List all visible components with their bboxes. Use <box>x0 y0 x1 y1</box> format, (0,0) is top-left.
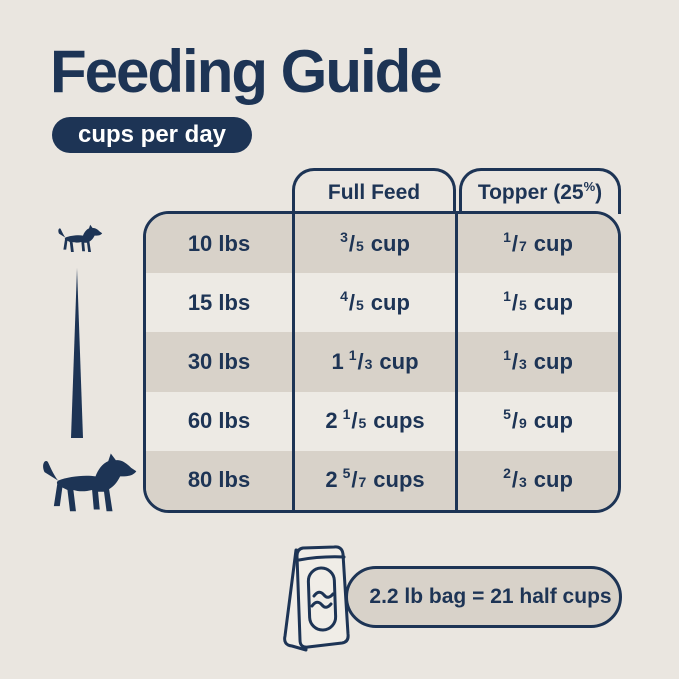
fraction-denominator: 5 <box>356 296 364 313</box>
fraction-denominator: 5 <box>356 237 364 254</box>
topper-cell: 1/5 cup <box>458 273 618 332</box>
amount-unit: cup <box>533 230 573 256</box>
bag-note-text: 2.2 lb bag = 21 half cups <box>369 585 612 608</box>
amount-unit: cup <box>370 289 410 315</box>
fraction-numerator: 1 <box>348 347 357 363</box>
amount-unit: cup <box>533 349 573 374</box>
bag-note-pill: 2.2 lb bag = 21 half cups <box>345 566 622 628</box>
column-header-topper: Topper (25%) <box>459 168 621 214</box>
fraction-denominator: 3 <box>519 356 527 372</box>
size-increase-triangle-icon <box>71 268 83 438</box>
topper-percent-sign: % <box>583 179 596 194</box>
full-feed-cell: 1 1/3 cup <box>295 332 458 392</box>
amount-unit: cup <box>533 408 573 434</box>
amount-unit: cup <box>379 349 419 374</box>
amount-unit: cups <box>373 467 425 493</box>
topper-label-suffix: ) <box>595 180 603 204</box>
weight-cell: 30 lbs <box>146 332 295 392</box>
fraction-numerator: 1 <box>342 406 351 423</box>
amount-whole: 2 <box>325 467 338 493</box>
food-bag-icon <box>283 545 350 652</box>
small-dog-icon <box>58 224 103 252</box>
fraction-slash: / <box>351 408 358 434</box>
fraction-denominator: 5 <box>358 415 367 432</box>
cups-per-day-label: cups per day <box>77 121 227 148</box>
amount-unit: cup <box>533 289 573 315</box>
column-header-full-feed: Full Feed <box>292 168 456 214</box>
fraction-slash: / <box>511 408 518 434</box>
weight-cell: 10 lbs <box>146 214 295 274</box>
topper-label-prefix: Topper (25 <box>477 180 584 204</box>
full-feed-label: Full Feed <box>327 180 421 204</box>
weight-value: 30 lbs <box>187 349 251 374</box>
weight-value: 10 lbs <box>187 230 251 256</box>
table-row-10lbs: 10 lbs 3/5 cup 1/7 cup <box>146 214 618 274</box>
amount-whole: 2 <box>325 408 338 434</box>
full-feed-cell: 2 5/7 cups <box>295 450 458 510</box>
fraction-slash: / <box>357 349 364 374</box>
table-row-15lbs: 15 lbs 4/5 cup 1/5 cup <box>146 273 618 333</box>
fraction-numerator: 4 <box>340 287 348 304</box>
amount-unit: cups <box>373 408 425 434</box>
fraction-denominator: 7 <box>358 474 367 491</box>
weight-value: 80 lbs <box>187 467 251 493</box>
fraction-slash: / <box>511 230 518 256</box>
fraction-numerator: 3 <box>340 228 348 245</box>
fraction-slash: / <box>348 289 355 315</box>
weight-cell: 80 lbs <box>146 450 295 510</box>
fraction-slash: / <box>348 230 355 256</box>
fraction-slash: / <box>511 349 518 374</box>
amount-unit: cup <box>533 467 573 493</box>
fraction-numerator: 5 <box>503 406 511 423</box>
full-feed-cell: 2 1/5 cups <box>295 391 458 451</box>
fraction-numerator: 2 <box>503 465 511 482</box>
fraction-numerator: 1 <box>503 347 511 363</box>
weight-value: 15 lbs <box>187 289 251 315</box>
fraction-slash: / <box>511 289 518 315</box>
topper-cell: 2/3 cup <box>458 451 618 510</box>
fraction-denominator: 3 <box>364 356 373 372</box>
fraction-denominator: 3 <box>519 474 527 491</box>
fraction-denominator: 7 <box>519 237 527 254</box>
topper-cell: 1/3 cup <box>458 332 618 391</box>
weight-value: 60 lbs <box>187 408 251 434</box>
table-row-30lbs: 30 lbs 1 1/3 cup 1/3 cup <box>146 332 618 392</box>
fraction-numerator: 5 <box>342 465 351 482</box>
fraction-numerator: 1 <box>503 287 511 304</box>
fraction-denominator: 9 <box>519 415 527 432</box>
topper-cell: 5/9 cup <box>458 392 618 451</box>
table-row-60lbs: 60 lbs 2 1/5 cups 5/9 cup <box>146 391 618 451</box>
weight-cell: 60 lbs <box>146 391 295 451</box>
full-feed-cell: 4/5 cup <box>295 273 458 333</box>
page-title: Feeding Guide <box>50 38 443 105</box>
cups-per-day-badge: cups per day <box>52 117 252 153</box>
amount-unit: cup <box>370 230 410 256</box>
table-row-80lbs: 80 lbs 2 5/7 cups 2/3 cup <box>146 450 618 510</box>
fraction-slash: / <box>511 467 518 493</box>
weight-cell: 15 lbs <box>146 273 295 333</box>
fraction-slash: / <box>351 467 358 493</box>
topper-cell: 1/7 cup <box>458 214 618 273</box>
amount-whole: 1 <box>331 349 344 374</box>
large-dog-icon <box>43 453 137 512</box>
feeding-table: 10 lbs 3/5 cup 1/7 cup 15 lbs 4/5 cup 1/5 cu… <box>143 211 621 513</box>
fraction-numerator: 1 <box>503 228 511 245</box>
full-feed-cell: 3/5 cup <box>295 214 458 274</box>
fraction-denominator: 5 <box>519 296 527 313</box>
